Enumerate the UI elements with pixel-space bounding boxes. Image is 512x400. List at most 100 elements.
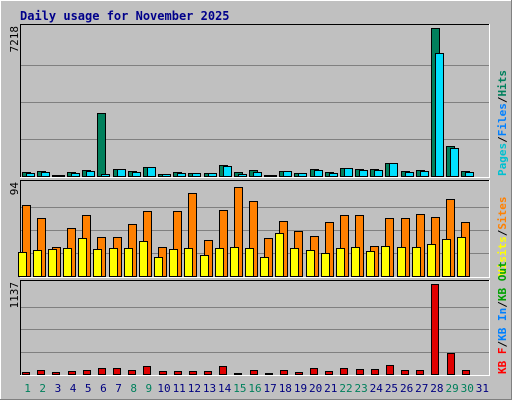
bar-files-day-23 [359, 170, 368, 177]
day-label-3: 3 [55, 382, 62, 395]
bar-visits-day-8 [124, 248, 133, 277]
bar-kb-f-day-28 [431, 284, 439, 375]
plot-area-top [20, 24, 490, 178]
day-label-9: 9 [146, 382, 153, 395]
plot-area-bottom [20, 280, 490, 376]
day-labels: 1 2 3 4 5 6 7 8 9 10 11 12 13 14 15 16 17 18 19 20 21 22 23 24 2… [24, 382, 489, 395]
bar-visits-day-20 [306, 250, 315, 277]
legend-separator: / [496, 229, 509, 236]
bar-files-day-15 [238, 174, 247, 177]
bar-files-day-7 [117, 169, 126, 177]
bar-visits-day-9 [139, 241, 148, 277]
legend-separator: / [496, 96, 509, 103]
bar-files-day-8 [132, 172, 141, 177]
day-label-25: 25 [385, 382, 398, 395]
bar-visits-day-12 [184, 248, 193, 277]
day-label-14: 14 [218, 382, 232, 395]
bar-visits-day-22 [336, 248, 345, 277]
day-label-27: 27 [415, 382, 428, 395]
legend-entry: KB In [496, 308, 509, 341]
bar-kb-f-day-26 [401, 370, 409, 375]
bar-kb-f-day-20 [310, 368, 318, 375]
day-label-10: 10 [157, 382, 170, 395]
day-label-20: 20 [309, 382, 322, 395]
bar-visits-day-7 [109, 248, 118, 277]
bar-visits-day-14 [215, 248, 224, 277]
bar-visits-day-15 [230, 247, 239, 277]
bar-files-day-5 [86, 171, 95, 177]
day-label-22: 22 [339, 382, 352, 395]
bar-kb-f-day-29 [447, 353, 455, 375]
bar-files-day-9 [147, 167, 156, 177]
day-label-7: 7 [115, 382, 122, 395]
day-label-21: 21 [324, 382, 337, 395]
bar-visits-day-28 [427, 244, 436, 277]
bar-files-day-11 [177, 173, 186, 177]
legend-bottom: KB F/KB In/KB Out [496, 261, 509, 374]
bar-visits-day-4 [63, 248, 72, 277]
day-label-1: 1 [24, 382, 31, 395]
day-label-30: 30 [461, 382, 474, 395]
bar-visits-day-26 [397, 247, 406, 277]
legend-entry: Pages [496, 143, 509, 176]
legend-entry: Visits [496, 236, 509, 276]
bar-visits-day-24 [366, 251, 375, 277]
bar-files-day-20 [314, 170, 323, 177]
bar-visits-day-30 [457, 237, 466, 277]
bar-visits-day-5 [78, 238, 87, 277]
bar-files-day-28 [435, 53, 444, 177]
day-label-13: 13 [203, 382, 216, 395]
bar-files-day-4 [71, 173, 80, 177]
legend-separator: / [496, 341, 509, 348]
bar-kb-f-day-7 [113, 368, 121, 375]
day-label-2: 2 [39, 382, 46, 395]
ymax-label-top: 7218 [8, 26, 21, 53]
bar-visits-day-16 [245, 248, 254, 277]
bar-kb-f-day-8 [128, 370, 136, 375]
bar-files-day-12 [192, 173, 201, 177]
bar-kb-f-day-6 [98, 368, 106, 375]
day-label-12: 12 [188, 382, 201, 395]
bar-files-day-27 [420, 171, 429, 177]
bar-kb-f-day-5 [83, 370, 91, 375]
bar-files-day-29 [450, 148, 459, 177]
bar-files-day-30 [465, 172, 474, 177]
bar-visits-day-11 [169, 249, 178, 277]
bar-visits-day-3 [48, 249, 57, 277]
bar-files-day-22 [344, 168, 353, 177]
bar-visits-day-13 [200, 255, 209, 277]
bar-visits-day-6 [93, 249, 102, 277]
bar-visits-day-17 [260, 257, 269, 277]
bar-files-day-1 [26, 173, 35, 177]
bar-kb-f-day-3 [52, 372, 60, 375]
legend-top: Pages/Files/Hits [496, 70, 509, 176]
day-label-16: 16 [248, 382, 261, 395]
bar-files-day-13 [208, 173, 217, 177]
bar-files-day-6 [101, 174, 110, 177]
bar-files-day-18 [283, 171, 292, 177]
day-label-8: 8 [130, 382, 137, 395]
panel-middle: 94 Visits/Sites [8, 180, 509, 278]
bar-kb-f-day-19 [295, 372, 303, 375]
day-label-15: 15 [233, 382, 246, 395]
bar-files-day-25 [389, 163, 398, 177]
chart-panels: 7218Pages/Files/Hits94Visits/Sites1137KB… [8, 24, 509, 376]
bar-hits-day-6 [97, 113, 106, 177]
ymax-label-middle: 94 [8, 182, 21, 196]
day-label-5: 5 [85, 382, 92, 395]
bar-visits-day-21 [321, 253, 330, 277]
bar-kb-f-day-13 [204, 371, 212, 375]
day-label-29: 29 [445, 382, 458, 395]
bar-visits-day-1 [18, 252, 27, 277]
bar-kb-f-day-4 [68, 371, 76, 375]
bar-visits-day-2 [33, 250, 42, 277]
chart-title: Daily usage for November 2025 [20, 9, 230, 23]
bar-visits-day-29 [442, 239, 451, 277]
bar-kb-f-day-17 [265, 373, 273, 375]
bar-kb-f-day-14 [219, 366, 227, 375]
day-label-23: 23 [355, 382, 368, 395]
bar-kb-f-day-2 [37, 370, 45, 375]
